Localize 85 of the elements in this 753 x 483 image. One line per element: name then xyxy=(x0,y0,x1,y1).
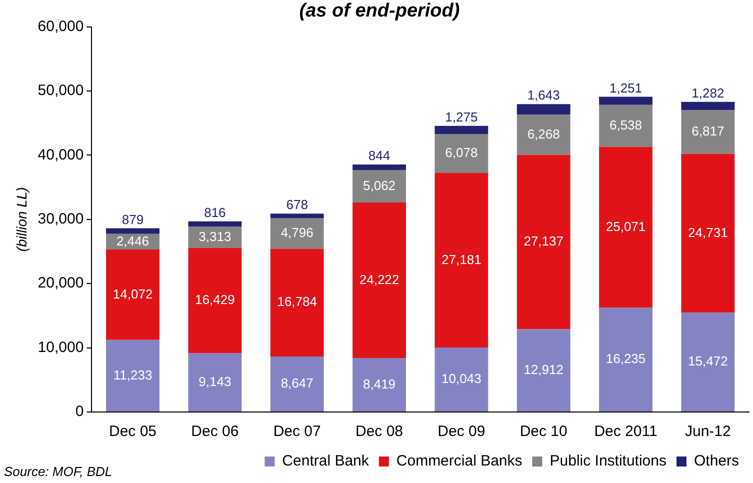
bar xyxy=(270,214,324,218)
bar xyxy=(352,358,406,412)
y-tick-label: 10,000 xyxy=(38,338,84,356)
data-label: 8,647 xyxy=(280,376,314,391)
legend-label: Others xyxy=(694,452,739,470)
data-label: 678 xyxy=(286,197,308,212)
data-label: 12,912 xyxy=(524,362,564,377)
data-label: 6,817 xyxy=(692,124,724,139)
bar xyxy=(516,329,570,412)
legend-label: Commercial Banks xyxy=(396,452,522,470)
data-label: 9,143 xyxy=(198,374,232,389)
chart-subtitle: (as of end-period) xyxy=(299,0,460,22)
data-label: 1,282 xyxy=(692,85,724,100)
bar xyxy=(270,248,324,356)
y-tick-label: 0 xyxy=(75,403,84,420)
bar xyxy=(599,308,652,412)
bar xyxy=(352,170,406,202)
y-axis-title: (billion LL) xyxy=(13,187,30,252)
data-label: 24,222 xyxy=(359,272,400,287)
bar xyxy=(599,96,652,105)
bar xyxy=(106,340,160,412)
bar xyxy=(270,218,324,249)
legend-label: Public Institutions xyxy=(550,452,666,470)
data-label: 4,796 xyxy=(280,224,314,240)
bar xyxy=(434,134,488,174)
bar xyxy=(516,114,570,155)
data-label: 6,078 xyxy=(445,145,478,160)
bar xyxy=(188,248,242,354)
data-label: 3,313 xyxy=(198,228,232,244)
y-tick-label: 30,000 xyxy=(38,210,84,228)
data-label: 879 xyxy=(122,212,144,227)
x-tick-label: Dec 2011 xyxy=(594,423,658,440)
x-tick-label: Jun-12 xyxy=(684,423,731,440)
x-tick-label: Dec 05 xyxy=(108,423,157,440)
bar xyxy=(106,250,160,340)
bar xyxy=(434,126,488,134)
data-label: 2,446 xyxy=(116,233,150,248)
data-label: 27,137 xyxy=(524,234,564,249)
bar xyxy=(188,221,242,227)
data-label: 11,233 xyxy=(113,367,152,382)
source-note: Source: MOF, BDL xyxy=(4,464,112,480)
data-label: 1,275 xyxy=(445,109,478,124)
bar xyxy=(352,164,406,170)
bar xyxy=(681,102,735,110)
x-tick-label: Dec 07 xyxy=(273,423,321,440)
data-label: 24,731 xyxy=(688,224,728,240)
data-label: 16,429 xyxy=(195,292,235,308)
bar xyxy=(270,356,324,412)
bar xyxy=(516,104,570,115)
data-label: 6,268 xyxy=(527,126,560,142)
x-tick-label: Dec 08 xyxy=(355,423,404,440)
data-label: 10,043 xyxy=(442,371,482,386)
data-label: 844 xyxy=(368,148,390,164)
data-label: 6,538 xyxy=(609,117,642,132)
y-tick-label: 50,000 xyxy=(38,82,84,100)
x-tick-label: Dec 06 xyxy=(191,423,239,440)
bar xyxy=(434,173,488,348)
data-label: 25,071 xyxy=(606,218,646,234)
bar xyxy=(681,312,735,412)
bar xyxy=(434,348,488,412)
bar xyxy=(516,154,570,330)
bar xyxy=(352,202,406,358)
bar xyxy=(681,110,735,154)
bar xyxy=(681,154,735,313)
y-tick-label: 40,000 xyxy=(38,146,84,164)
data-label: 16,784 xyxy=(277,294,317,310)
data-label: 15,472 xyxy=(688,354,728,369)
legend-label: Central Bank xyxy=(282,452,370,470)
bar xyxy=(188,353,242,412)
y-tick-label: 20,000 xyxy=(38,274,84,292)
data-label: 27,181 xyxy=(442,252,482,267)
data-label: 14,072 xyxy=(112,286,153,302)
y-tick-label: 60,000 xyxy=(38,18,84,35)
data-label: 5,062 xyxy=(362,178,396,193)
data-label: 1,251 xyxy=(609,80,642,96)
x-tick-label: Dec 09 xyxy=(438,423,486,440)
x-tick-label: Dec 10 xyxy=(520,423,568,440)
data-label: 1,643 xyxy=(527,88,560,103)
data-label: 8,419 xyxy=(362,376,396,392)
bar xyxy=(188,226,242,248)
data-label: 816 xyxy=(204,204,226,220)
bar xyxy=(599,146,652,308)
bar xyxy=(106,228,160,234)
data-label: 16,235 xyxy=(606,351,646,366)
bar xyxy=(599,104,652,147)
